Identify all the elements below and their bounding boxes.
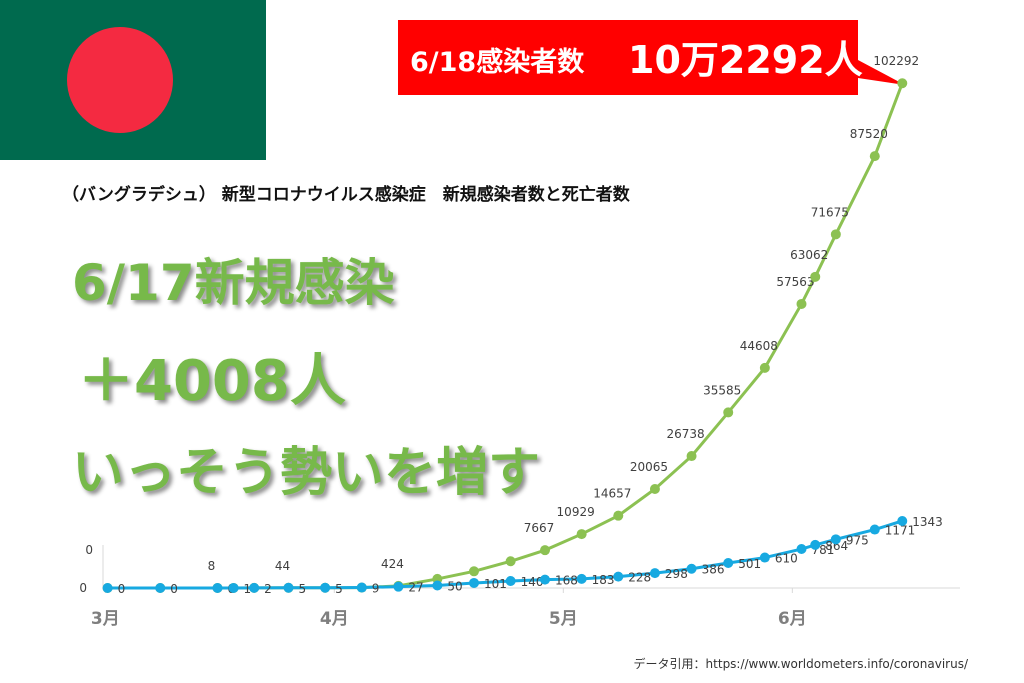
point — [102, 583, 113, 593]
data-label: 228 — [628, 571, 651, 585]
point — [869, 151, 880, 162]
point — [759, 552, 770, 563]
point — [320, 582, 331, 593]
point — [723, 407, 734, 418]
data-label: 386 — [702, 563, 725, 577]
data-label: 27 — [408, 581, 423, 595]
flag-disc — [67, 27, 173, 133]
data-label: 1171 — [885, 524, 916, 538]
data-label: 10929 — [557, 505, 595, 519]
data-label: 50 — [447, 580, 462, 594]
point — [540, 574, 550, 585]
point — [810, 271, 821, 282]
data-label: 7667 — [524, 521, 555, 535]
data-label: 864 — [825, 539, 848, 553]
data-label: 975 — [846, 533, 869, 547]
point — [796, 298, 807, 309]
point — [649, 483, 660, 494]
point — [686, 563, 697, 574]
data-label: 87520 — [850, 127, 888, 141]
y2-tick-label: 0 — [85, 543, 93, 557]
banner-text: 6/18感染者数 — [410, 46, 585, 78]
point — [356, 582, 367, 593]
data-label: 5 — [299, 582, 307, 596]
point — [869, 524, 880, 535]
data-label: 101 — [484, 577, 507, 591]
data-label: 140 — [521, 575, 544, 589]
x-tick-label: 5月 — [549, 609, 578, 629]
point — [686, 451, 697, 462]
x-tick-label: 6月 — [778, 609, 807, 629]
data-label: 26738 — [666, 427, 704, 441]
data-label: 35585 — [703, 383, 741, 397]
point — [228, 582, 239, 593]
banner-box — [398, 20, 905, 95]
data-label: 14657 — [593, 487, 631, 501]
point — [830, 534, 841, 545]
point — [613, 510, 624, 521]
point — [432, 580, 443, 591]
point — [393, 581, 404, 592]
data-label: 183 — [592, 573, 615, 587]
headline: いっそう勢いを増す — [72, 443, 540, 503]
point — [505, 576, 516, 587]
point — [576, 529, 587, 540]
data-label: 0 — [170, 582, 178, 596]
data-label: 44 — [275, 559, 290, 573]
point — [540, 545, 550, 556]
point — [796, 544, 807, 555]
point — [897, 78, 908, 89]
data-label: 9 — [372, 582, 380, 596]
data-label: 610 — [775, 552, 798, 566]
point — [810, 539, 821, 550]
headline: ＋4008人 — [78, 349, 346, 414]
banner-number: 10万2292人 — [628, 38, 863, 82]
data-label: 20065 — [630, 460, 668, 474]
point — [469, 566, 480, 577]
point — [155, 583, 166, 593]
data-label: 102292 — [873, 54, 919, 68]
data-label: 8 — [208, 559, 216, 573]
point — [759, 362, 770, 373]
data-label: 168 — [555, 574, 578, 588]
point — [469, 577, 480, 588]
point — [830, 229, 841, 240]
point — [283, 582, 294, 593]
chart-title: （バングラデシュ） 新型コロナウイルス感染症 新規感染者数と死亡者数 — [62, 184, 631, 205]
data-label: 57563 — [776, 275, 814, 289]
point — [897, 515, 908, 526]
data-label: 71675 — [811, 205, 849, 219]
data-label: 2 — [264, 582, 272, 596]
data-label: 424 — [381, 557, 404, 571]
data-label: 501 — [738, 557, 761, 571]
point — [212, 583, 223, 593]
data-label: 44608 — [740, 339, 778, 353]
data-label: 0 — [118, 582, 126, 596]
point — [576, 573, 587, 584]
point — [249, 582, 260, 593]
point — [649, 568, 660, 579]
data-label: 1 — [244, 582, 252, 596]
x-tick-label: 4月 — [320, 609, 349, 629]
source: データ引用：https://www.worldometers.info/coro… — [634, 656, 969, 671]
data-label: 5 — [335, 582, 343, 596]
x-tick-label: 3月 — [91, 609, 120, 629]
point — [723, 557, 734, 568]
point — [613, 571, 624, 582]
data-label: 1343 — [912, 515, 943, 529]
point — [505, 556, 516, 567]
data-label: 63062 — [790, 248, 828, 262]
y-tick-label: 0 — [79, 581, 87, 595]
headline: 6/17新規感染 — [72, 254, 395, 312]
data-label: 298 — [665, 567, 688, 581]
